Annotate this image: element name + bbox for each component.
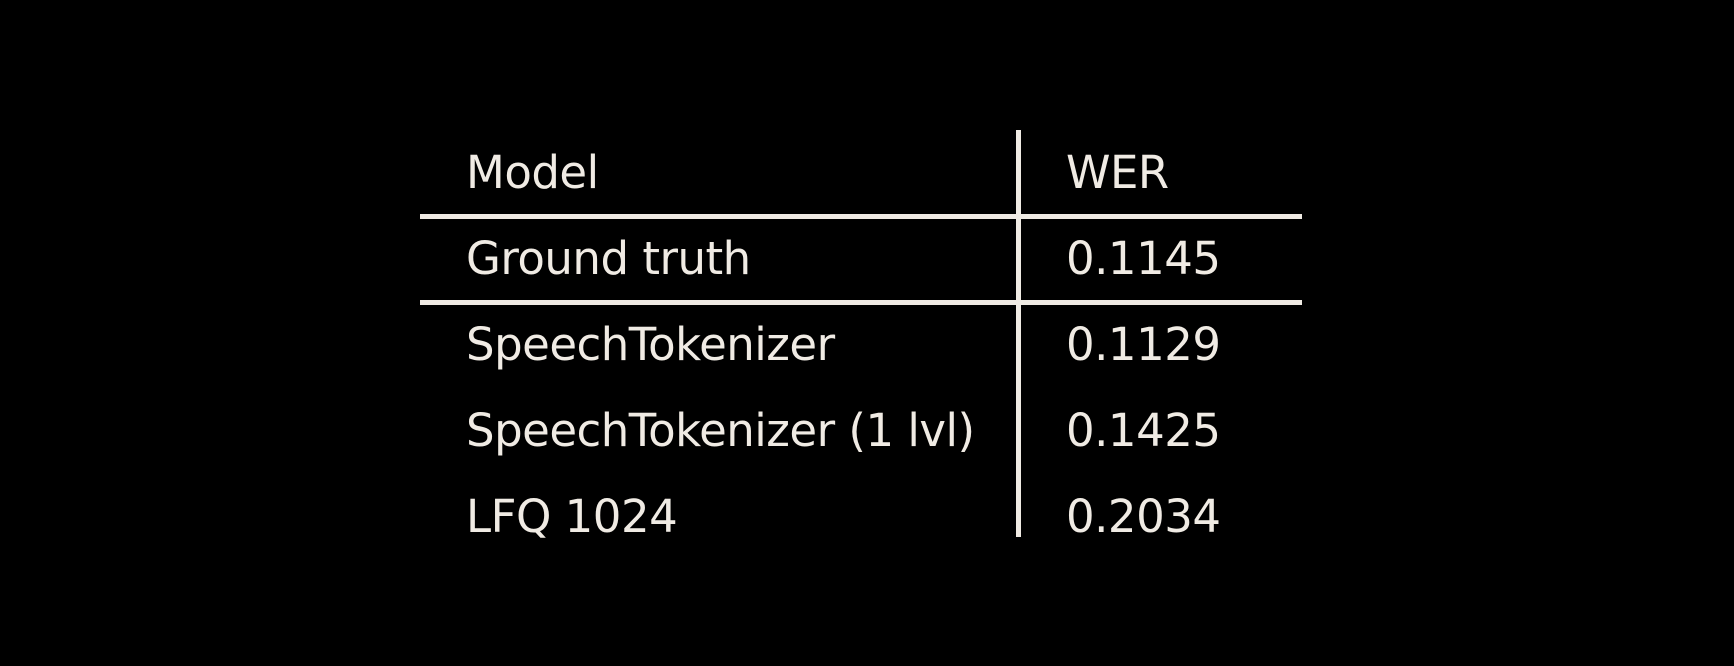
row-separator — [420, 300, 1302, 305]
table-cell-wer: 0.1145 — [1066, 232, 1221, 285]
table-cell-model: SpeechTokenizer — [466, 318, 835, 371]
row-separator — [420, 214, 1302, 219]
table-cell-wer: 0.1129 — [1066, 318, 1221, 371]
table-cell-model: LFQ 1024 — [466, 490, 678, 543]
header-model: Model — [466, 146, 599, 199]
table-cell-model: Ground truth — [466, 232, 751, 285]
table-cell-wer: 0.1425 — [1066, 404, 1221, 457]
table-cell-wer: 0.2034 — [1066, 490, 1221, 543]
table-cell-model: SpeechTokenizer (1 lvl) — [466, 404, 975, 457]
column-divider — [1016, 130, 1021, 537]
header-wer: WER — [1066, 146, 1169, 199]
wer-table: Model WER Ground truth 0.1145 SpeechTokenize… — [420, 130, 1302, 543]
